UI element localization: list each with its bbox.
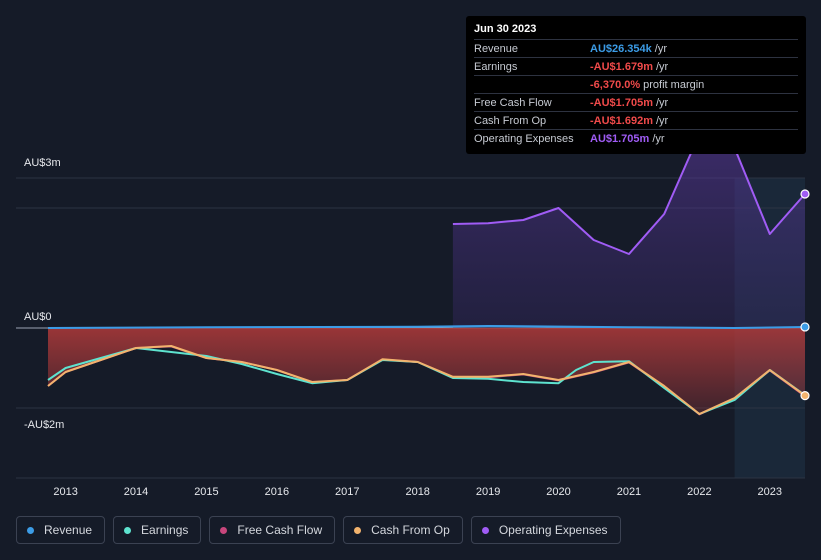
x-tick-label: 2016 (265, 486, 289, 498)
y-tick-label: -AU$2m (24, 419, 64, 431)
tooltip: Jun 30 2023 Revenue AU$26.354k/yr Earnings… (466, 16, 806, 154)
tooltip-row-unit: profit margin (643, 78, 705, 91)
legend-label: Cash From Op (371, 523, 450, 537)
y-tick-label: AU$0 (24, 311, 52, 323)
tooltip-row-label: Cash From Op (474, 114, 547, 127)
tooltip-row-value: -AU$1.679m (590, 60, 653, 73)
series-end-point (800, 189, 810, 199)
chart-area: AU$3m AU$0 -AU$2m 2013 2014 2015 2016 2017 2018… (16, 133, 810, 498)
tooltip-row-unit: /yr (655, 60, 669, 73)
legend-dot-icon (481, 526, 489, 534)
tooltip-row: Earnings -AU$1.679m/yr (474, 57, 798, 75)
legend-label: Free Cash Flow (237, 523, 323, 537)
series-line-cash-from-op (47, 345, 806, 415)
legend-item-free-cash-flow[interactable]: Free Cash Flow (209, 516, 336, 544)
tooltip-row-value: -AU$1.705m (590, 96, 653, 109)
legend: Revenue Earnings Free Cash Flow Cash From O… (16, 516, 621, 544)
tooltip-row-label: Operating Expenses (474, 132, 574, 145)
legend-item-operating-expenses[interactable]: Operating Expenses (470, 516, 621, 544)
y-tick-label: AU$3m (24, 157, 61, 169)
tooltip-row-value: -6,370.0% (590, 78, 641, 91)
tooltip-row: -6,370.0% profit margin (474, 75, 798, 93)
x-tick-label: 2018 (405, 486, 429, 498)
x-tick-label: 2013 (53, 486, 77, 498)
tooltip-row-value: AU$1.705m (590, 132, 650, 145)
series-line-operating-expenses (452, 133, 806, 255)
earnings-negative-fill (48, 328, 805, 415)
tooltip-row: Free Cash Flow -AU$1.705m/yr (474, 93, 798, 111)
legend-dot-icon (354, 526, 362, 534)
x-tick-label: 2014 (124, 486, 148, 498)
tooltip-row-label: Earnings (474, 60, 518, 73)
legend-item-earnings[interactable]: Earnings (113, 516, 202, 544)
legend-dot-icon (27, 526, 34, 534)
tooltip-row: Cash From Op -AU$1.692m/yr (474, 111, 798, 129)
tooltip-row-value: -AU$1.692m (590, 114, 653, 127)
x-tick-label: 2021 (617, 486, 641, 498)
tooltip-row-unit: /yr (655, 96, 669, 109)
tooltip-row-label: Revenue (474, 42, 519, 55)
x-tick-label: 2015 (194, 486, 218, 498)
x-tick-label: 2020 (546, 486, 570, 498)
grid-lines (16, 177, 805, 479)
legend-item-cash-from-op[interactable]: Cash From Op (343, 516, 463, 544)
operating-expenses-fill (452, 134, 805, 328)
legend-dot-icon (124, 526, 132, 534)
tooltip-row: Revenue AU$26.354k/yr (474, 39, 798, 57)
legend-dot-icon (220, 526, 228, 534)
x-tick-label: 2022 (687, 486, 711, 498)
series-end-point (800, 322, 810, 332)
legend-label: Revenue (44, 523, 93, 537)
tooltip-row-label: Free Cash Flow (474, 96, 552, 109)
tooltip-row: Operating Expenses AU$1.705m/yr (474, 129, 798, 147)
series-end-point (800, 391, 810, 401)
x-tick-label: 2019 (476, 486, 500, 498)
legend-label: Operating Expenses (498, 523, 608, 537)
tooltip-row-unit: /yr (654, 42, 668, 55)
tooltip-row-unit: /yr (652, 132, 665, 145)
x-tick-label: 2023 (758, 486, 782, 498)
legend-label: Earnings (141, 523, 189, 537)
series-line-revenue (47, 325, 806, 329)
tooltip-date: Jun 30 2023 (474, 23, 537, 35)
tooltip-row-unit: /yr (655, 114, 669, 127)
tooltip-row-value: AU$26.354k (590, 42, 652, 55)
legend-item-revenue[interactable]: Revenue (16, 516, 106, 544)
x-tick-label: 2017 (335, 486, 359, 498)
